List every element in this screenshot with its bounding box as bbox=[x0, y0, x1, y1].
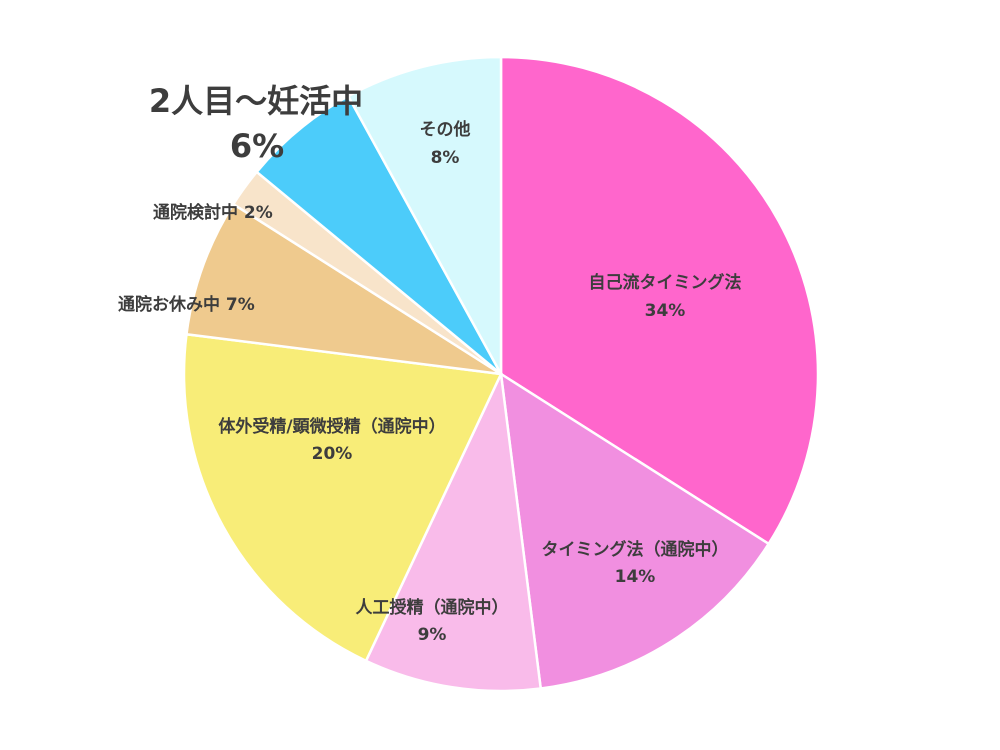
slice-label: その他 bbox=[420, 119, 471, 140]
slice-label: 通院検討中 2% bbox=[153, 202, 273, 223]
slice-7 bbox=[254, 94, 503, 375]
slice-value-label: 8% bbox=[431, 148, 460, 168]
slice-2 bbox=[499, 371, 771, 690]
slice-3 bbox=[364, 369, 543, 693]
slice-label: タイミング法（通院中） bbox=[542, 539, 729, 560]
slice-value-label: 7% bbox=[226, 295, 255, 315]
slice-label: 2人目～妊活中 bbox=[149, 82, 363, 120]
slice-label: 通院お休み中 7% bbox=[118, 294, 255, 315]
pie-slices bbox=[182, 55, 820, 693]
pie-labels: 自己流タイミング法 34% タイミング法（通院中） 14% 人工授精（通院中） 9% 体外受… bbox=[118, 82, 742, 645]
slice-value-label: 2% bbox=[244, 203, 273, 223]
slice-label: 体外受精/顕微授精（通院中） bbox=[218, 416, 445, 437]
slice-value-label: 6% bbox=[230, 127, 284, 165]
slice-5 bbox=[185, 202, 502, 376]
slice-label: 人工授精（通院中） bbox=[356, 597, 509, 618]
slice-value-label: 20% bbox=[312, 444, 353, 464]
slice-4 bbox=[182, 332, 503, 663]
slice-value-label: 9% bbox=[418, 625, 447, 645]
slice-value-label: 14% bbox=[615, 567, 656, 587]
slice-8 bbox=[346, 55, 503, 375]
slice-label-text: 通院お休み中 bbox=[118, 294, 226, 315]
slice-1 bbox=[499, 55, 820, 546]
slice-label-text: 通院検討中 bbox=[153, 202, 244, 223]
slice-value-label: 34% bbox=[645, 301, 686, 321]
slice-label: 自己流タイミング法 bbox=[589, 272, 742, 293]
